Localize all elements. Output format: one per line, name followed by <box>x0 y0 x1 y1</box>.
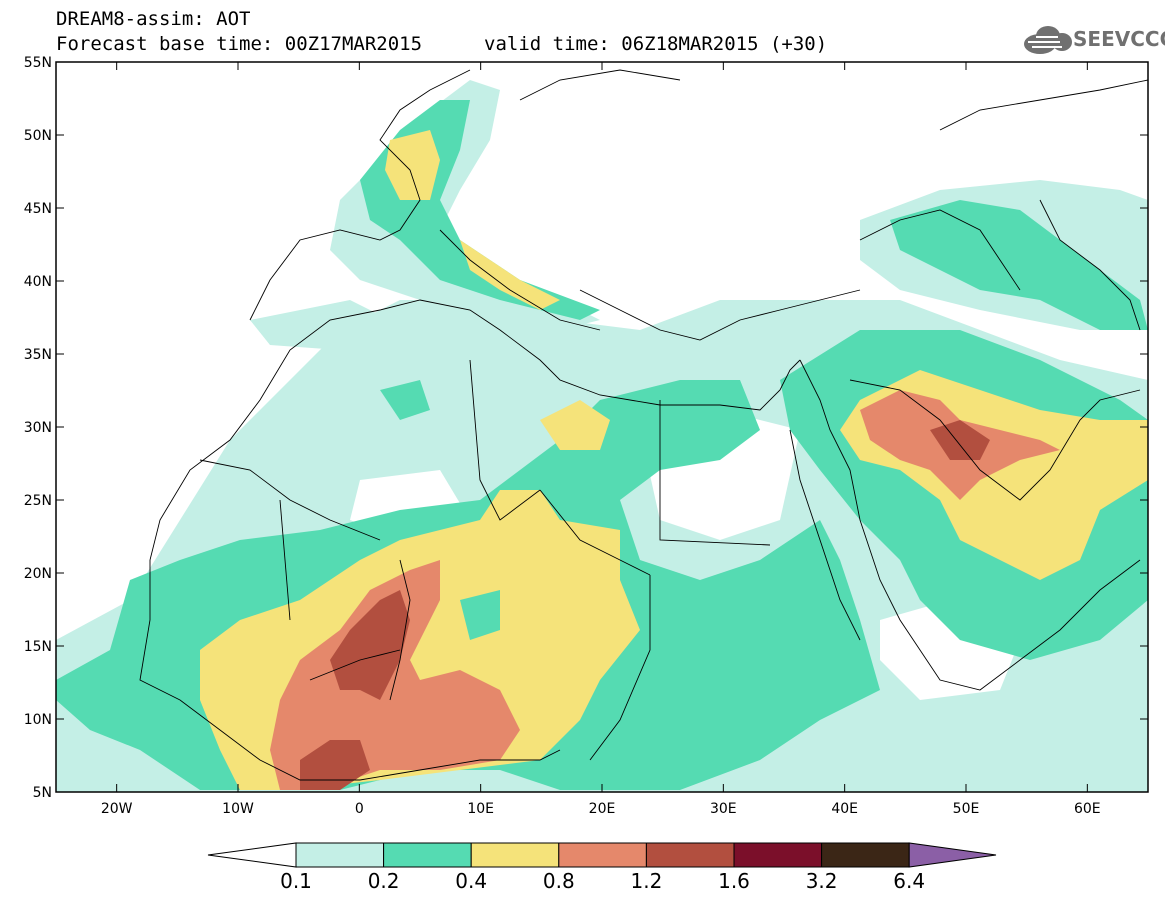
lat-label: 10N <box>24 712 52 728</box>
colorbar-labels: 0.1 0.2 0.4 0.8 1.2 1.6 3.2 6.4 <box>280 869 925 893</box>
lon-label: 30E <box>710 801 737 817</box>
colorbar-segment <box>558 842 647 868</box>
lat-label: 45N <box>24 201 52 217</box>
axis-ticks <box>56 61 1148 793</box>
lat-label: 30N <box>24 420 52 436</box>
colorbar-label: 0.1 <box>280 869 312 893</box>
colorbar-segment <box>295 842 385 868</box>
map-title: DREAM8-assim: AOT <box>56 8 251 30</box>
colorbar-label: 6.4 <box>893 869 925 893</box>
colorbar-label: 0.8 <box>543 869 575 893</box>
lon-label: 20E <box>589 801 616 817</box>
valid-time: valid time: 06Z18MAR2015 (+30) <box>484 33 828 55</box>
colorbar <box>207 842 997 868</box>
lon-label: 50E <box>953 801 980 817</box>
colorbar-segment <box>645 842 735 868</box>
forecast-base-time: Forecast base time: 00Z17MAR2015 <box>56 33 423 55</box>
aot-field <box>56 80 1148 792</box>
colorbar-label: 3.2 <box>806 869 838 893</box>
lat-label: 55N <box>24 55 52 71</box>
lon-label: 10W <box>222 801 254 817</box>
longitude-labels: 20W 10W 0 10E 20E 30E 40E 50E 60E <box>101 801 1101 817</box>
latitude-labels: 55N 50N 45N 40N 35N 30N 25N 20N 15N 10N 5N <box>24 55 52 801</box>
lon-label: 40E <box>831 801 858 817</box>
coastlines <box>139 69 1148 781</box>
lat-label: 25N <box>24 493 52 509</box>
colorbar-min-arrow <box>207 842 297 868</box>
colorbar-max-arrow <box>908 842 997 868</box>
lon-label: 60E <box>1074 801 1101 817</box>
lat-label: 40N <box>24 274 52 290</box>
colorbar-label: 0.2 <box>368 869 400 893</box>
colorbar-segment <box>821 842 910 868</box>
lat-label: 35N <box>24 347 52 363</box>
lon-label: 20W <box>101 801 133 817</box>
colorbar-label: 1.2 <box>630 869 662 893</box>
colorbar-segment <box>383 842 472 868</box>
lat-label: 5N <box>33 785 52 801</box>
lat-label: 20N <box>24 566 52 582</box>
lon-label: 10E <box>467 801 494 817</box>
colorbar-segment <box>733 842 823 868</box>
lat-label: 15N <box>24 639 52 655</box>
logo-text: SEEVCCC <box>1073 27 1165 51</box>
colorbar-label: 0.4 <box>455 869 487 893</box>
lat-label: 50N <box>24 128 52 144</box>
colorbar-label: 1.6 <box>718 869 750 893</box>
colorbar-segment <box>470 842 560 868</box>
cloud-icon <box>1024 26 1072 54</box>
lon-label: 0 <box>355 801 364 817</box>
